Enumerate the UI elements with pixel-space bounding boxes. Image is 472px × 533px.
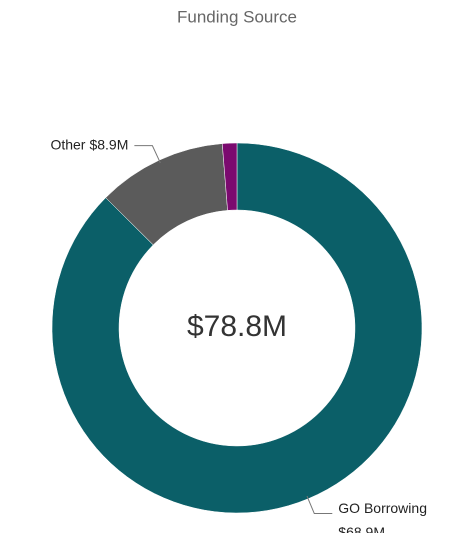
donut-segment [221,142,238,211]
leader-line [134,145,161,164]
center-label: $78.8M [187,310,287,343]
data-label-value: $68.9M [338,524,385,533]
donut-segment [51,142,423,514]
data-label-name: GO Borrowing [338,500,427,516]
data-label-value: $8.9M [89,136,128,152]
chart-title: Funding Source [177,7,297,26]
leader-line [306,495,333,515]
data-label-name: Other [50,136,85,152]
